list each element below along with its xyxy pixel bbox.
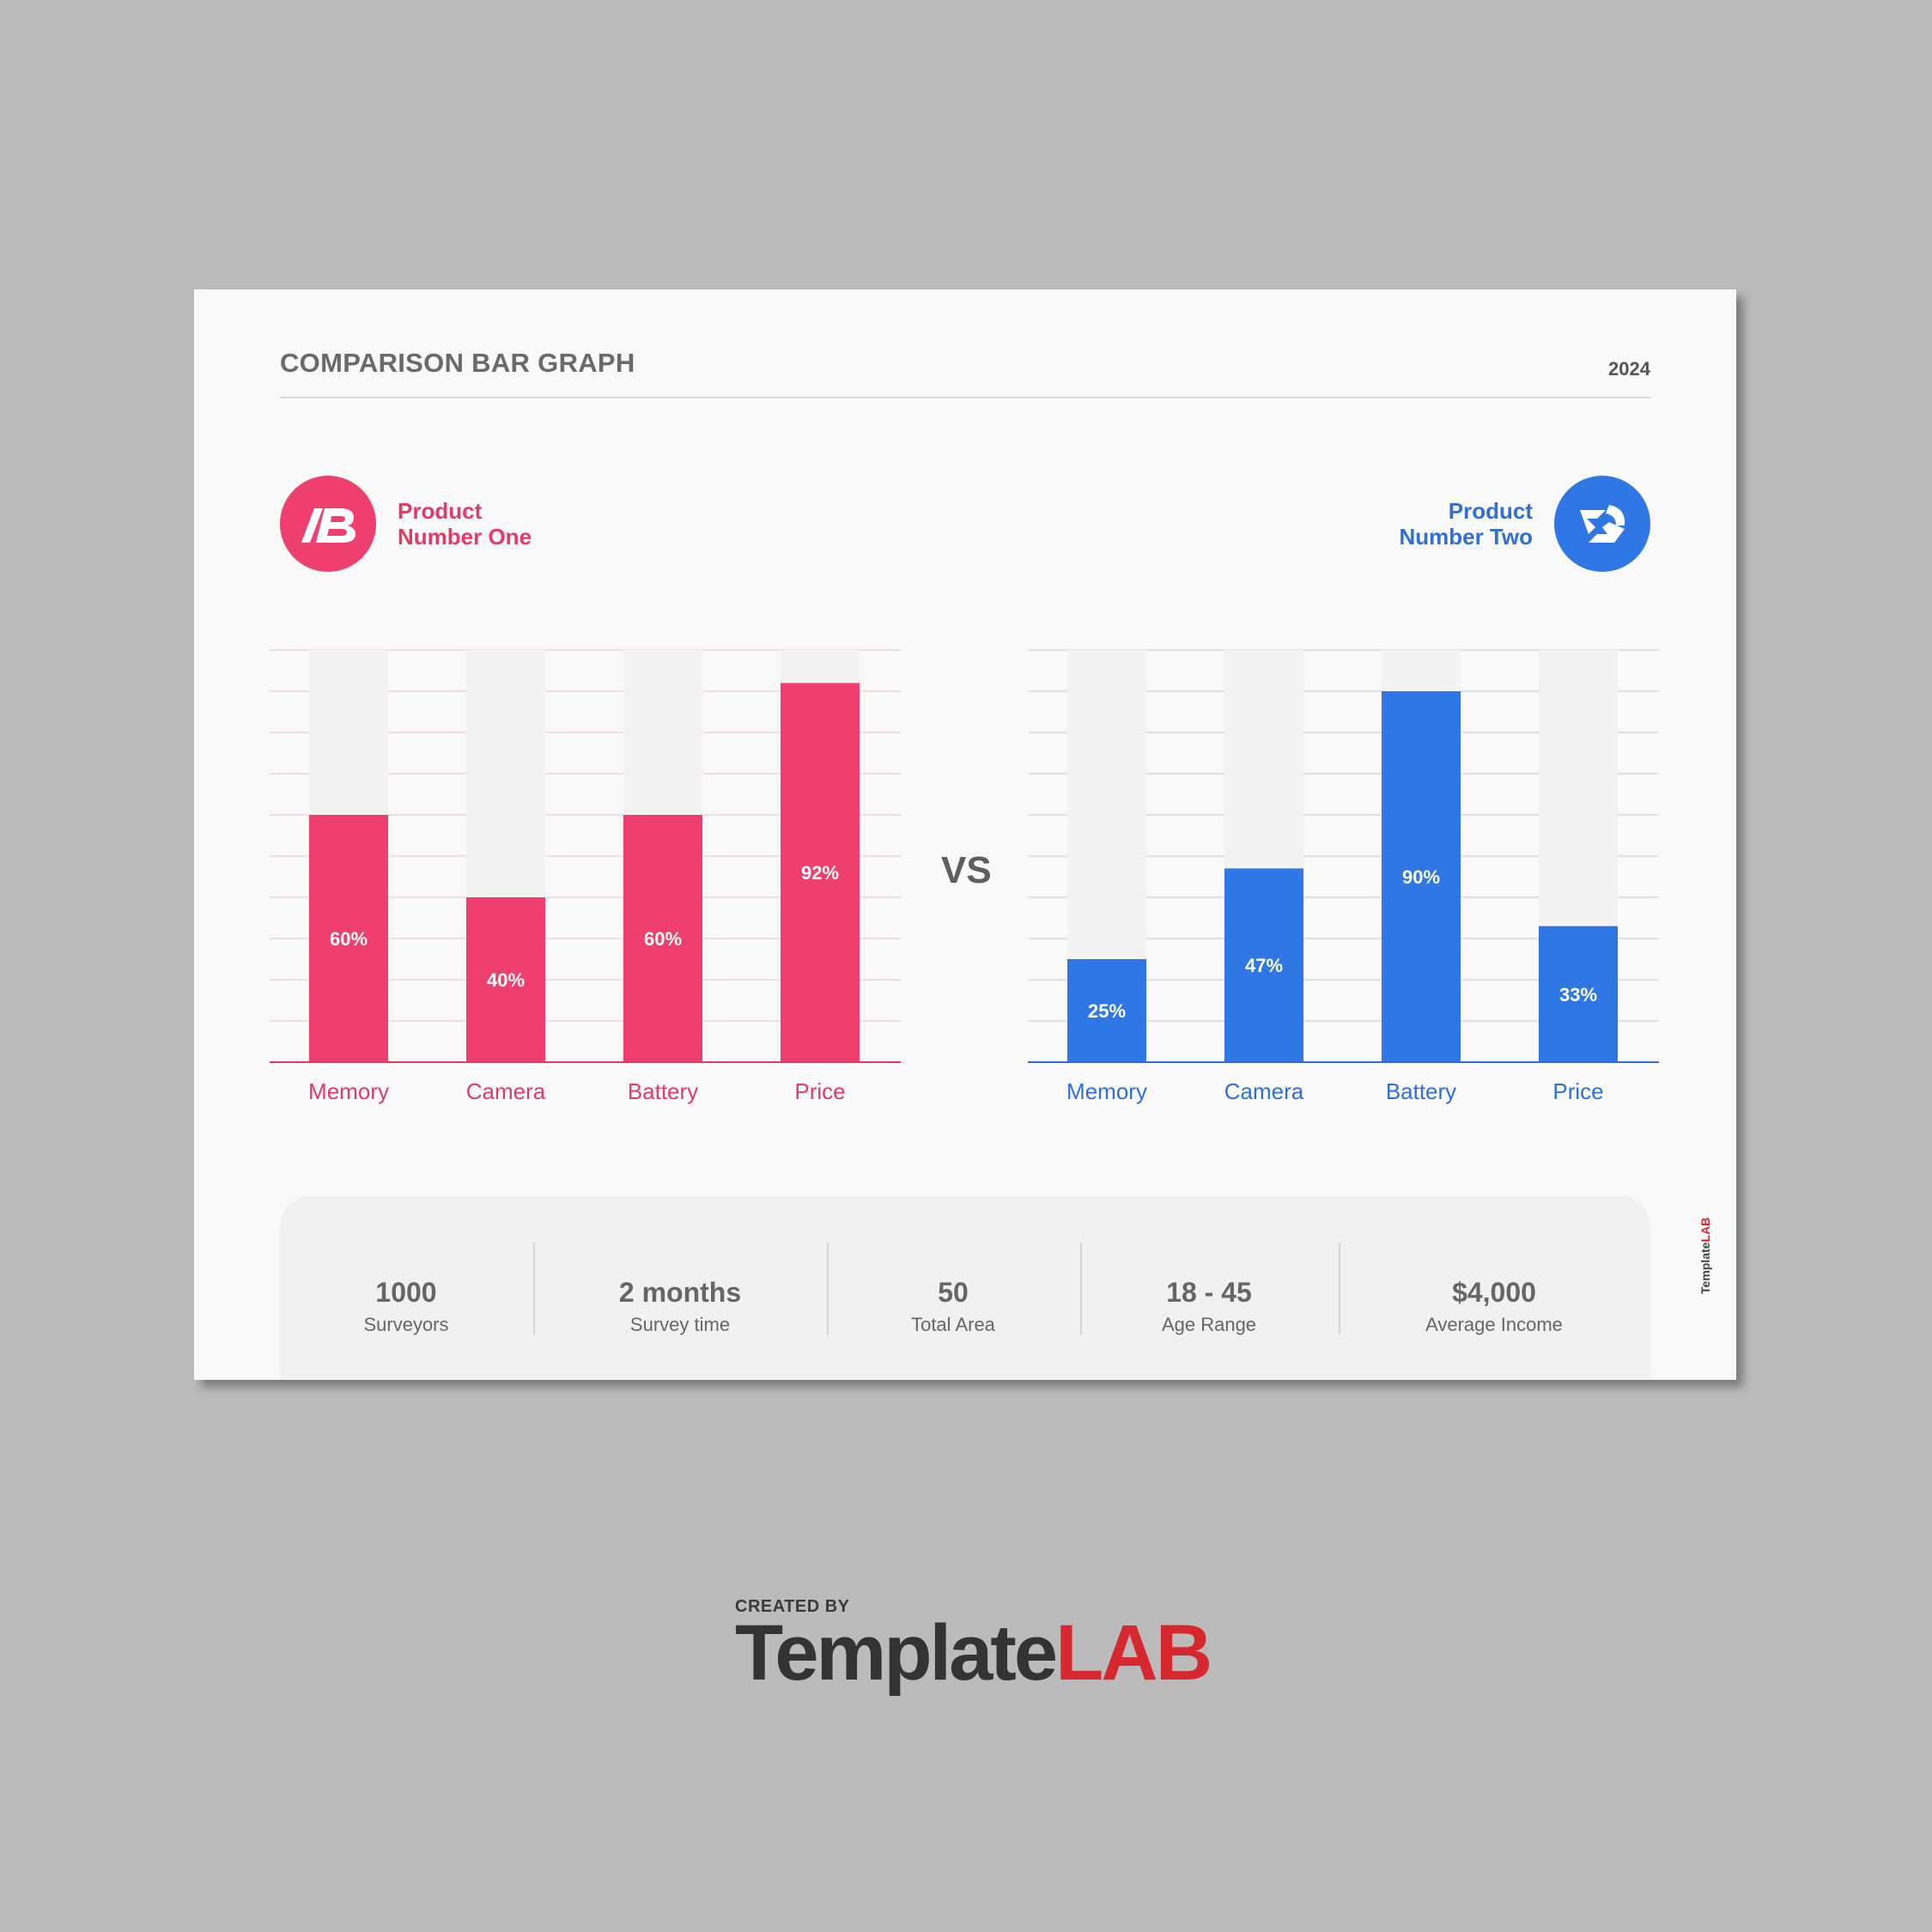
brand-lab: LAB bbox=[1055, 1609, 1212, 1697]
stat-label: Age Range bbox=[1161, 1314, 1257, 1335]
survey-stats-panel: 1000 Surveyors 2 months Survey time 50 T… bbox=[280, 1196, 1650, 1380]
stat-label: Average Income bbox=[1425, 1314, 1563, 1335]
category-label: Memory bbox=[1066, 1078, 1147, 1104]
stat-value: $4,000 bbox=[1452, 1277, 1536, 1308]
page-title: COMPARISON BAR GRAPH bbox=[280, 348, 635, 378]
vs-label: VS bbox=[941, 849, 992, 891]
footer-brand-logo: CREATED BY TemplateLAB bbox=[735, 1597, 1212, 1692]
created-by-label: CREATED BY bbox=[735, 1597, 850, 1616]
side-brand-template: Template bbox=[1698, 1242, 1712, 1294]
stat-value: 18 - 45 bbox=[1166, 1277, 1252, 1308]
brand-template: Template bbox=[735, 1609, 1058, 1697]
category-label: Camera bbox=[1224, 1078, 1304, 1104]
side-brand-lab: LAB bbox=[1698, 1217, 1712, 1242]
bar-battery bbox=[1382, 691, 1461, 1062]
stat-label: Surveyors bbox=[363, 1314, 449, 1335]
bar-camera bbox=[466, 897, 545, 1062]
stat-divider bbox=[533, 1242, 535, 1335]
stat-value: 50 bbox=[938, 1277, 969, 1308]
stat-value: 1000 bbox=[375, 1277, 437, 1308]
product-two-bar-chart: 25% Memory 47% Camera 90% Battery 33% Price bbox=[1028, 649, 1659, 1104]
stat-total-area: 50 Total Area bbox=[911, 1277, 995, 1336]
stat-age-range: 18 - 45 Age Range bbox=[1162, 1277, 1256, 1336]
product-two-name-line2: Number Two bbox=[1399, 524, 1533, 550]
product-one-chart: 60% Memory 40% Camera 60% Battery 92% Price bbox=[270, 649, 901, 1131]
stat-divider bbox=[1080, 1242, 1082, 1335]
ab-monogram-logo-icon bbox=[280, 476, 376, 572]
stat-divider bbox=[1339, 1242, 1340, 1335]
brand-wordmark: TemplateLAB bbox=[735, 1613, 1212, 1692]
bar-camera bbox=[1224, 868, 1303, 1062]
bar-memory bbox=[309, 815, 388, 1062]
product-two-name-line1: Product bbox=[1448, 498, 1533, 524]
stat-survey-time: 2 months Survey time bbox=[619, 1277, 741, 1336]
header-divider bbox=[280, 397, 1650, 398]
category-label: Camera bbox=[466, 1078, 546, 1104]
bar-value-label: 60% bbox=[330, 928, 368, 950]
stat-divider bbox=[827, 1242, 829, 1335]
stat-surveyors: 1000 Surveyors bbox=[363, 1277, 448, 1336]
category-label: Price bbox=[794, 1078, 845, 1104]
stat-label: Survey time bbox=[629, 1314, 731, 1335]
bar-value-label: 47% bbox=[1245, 955, 1283, 976]
comparison-card: COMPARISON BAR GRAPH 2024 Product Number… bbox=[194, 289, 1736, 1380]
bar-value-label: 33% bbox=[1559, 984, 1597, 1005]
product-two-chart: 25% Memory 47% Camera 90% Battery 33% Price bbox=[1028, 649, 1659, 1131]
category-label: Battery bbox=[628, 1078, 698, 1104]
stat-average-income: $4,000 Average Income bbox=[1425, 1277, 1563, 1336]
page-year: 2024 bbox=[1608, 358, 1650, 380]
category-label: Battery bbox=[1386, 1078, 1456, 1104]
bar-price bbox=[1539, 926, 1618, 1062]
product-one-name-line1: Product bbox=[398, 498, 483, 524]
bar-memory bbox=[1067, 959, 1146, 1062]
side-brand-watermark: TemplateLAB bbox=[1698, 1218, 1712, 1294]
bar-battery bbox=[623, 815, 702, 1062]
bar-price bbox=[781, 683, 860, 1062]
product-one-bar-chart: 60% Memory 40% Camera 60% Battery 92% Price bbox=[270, 649, 901, 1104]
product-one-name: Product Number One bbox=[398, 498, 532, 550]
bar-value-label: 40% bbox=[487, 969, 525, 991]
bar-value-label: 60% bbox=[644, 928, 682, 950]
bar-value-label: 90% bbox=[1402, 866, 1440, 888]
category-label: Memory bbox=[308, 1078, 389, 1104]
stat-value: 2 months bbox=[618, 1277, 742, 1308]
stat-label: Total Area bbox=[911, 1314, 995, 1335]
product-one-name-line2: Number One bbox=[398, 524, 532, 550]
category-label: Price bbox=[1552, 1078, 1603, 1104]
swirl-s-logo-icon bbox=[1554, 476, 1650, 572]
bar-value-label: 25% bbox=[1088, 1000, 1126, 1022]
bar-value-label: 92% bbox=[801, 862, 839, 884]
product-two-name: Product Number Two bbox=[1399, 498, 1533, 550]
